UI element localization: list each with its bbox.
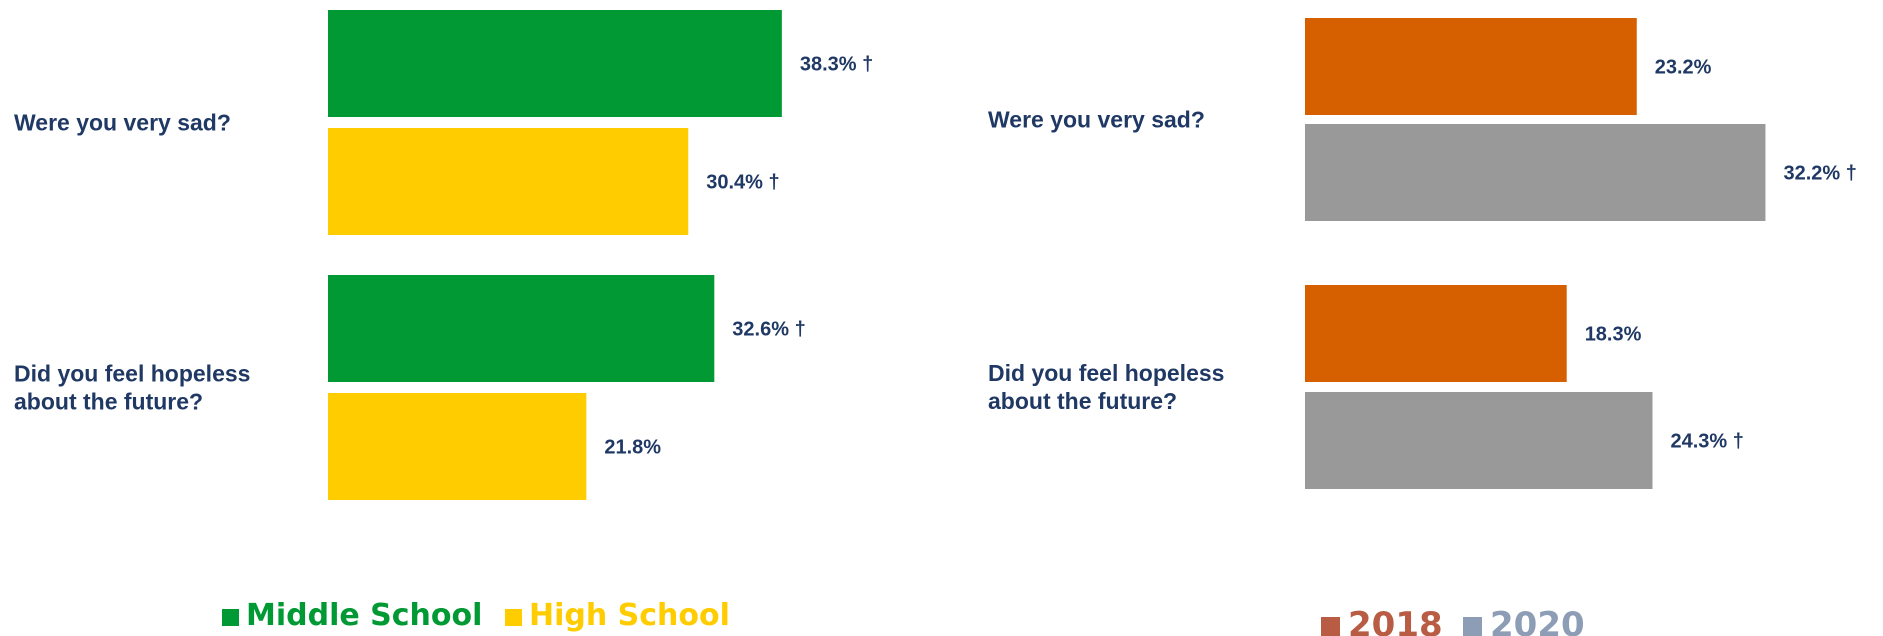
bar-high-school-1	[328, 128, 689, 235]
bar-middle-school-1	[328, 10, 782, 117]
category-label: Did you feel hopeless about the future?	[988, 360, 1224, 414]
legend-swatch	[1321, 617, 1340, 636]
data-label: 23.2%	[1655, 57, 1712, 79]
legend-label: 2018	[1348, 605, 1443, 636]
data-label: 32.2% †	[1783, 163, 1856, 185]
bar-high-school-2	[328, 393, 587, 500]
legend-label: 2020	[1490, 605, 1585, 636]
bar-2018-1	[1305, 18, 1637, 115]
data-label: 18.3%	[1585, 324, 1642, 346]
legend-swatch	[505, 609, 522, 626]
bar-2018-2	[1305, 285, 1567, 382]
category-label: Did you feel hopeless about the future?	[14, 361, 250, 415]
legend-label: High School	[529, 598, 730, 633]
legend-swatch	[222, 609, 239, 626]
data-label: 38.3% †	[800, 54, 873, 76]
data-label: 24.3% †	[1670, 431, 1743, 453]
legend-label: Middle School	[246, 598, 482, 633]
data-label: 32.6% †	[732, 319, 805, 341]
bar-2020-1	[1305, 124, 1766, 221]
bar-middle-school-2	[328, 275, 715, 382]
chart-panel-2: 23.2% 18.3% 32.2% † 24.3% † Were you very sa…	[988, 18, 1857, 636]
data-label: 21.8%	[604, 437, 661, 459]
data-label: 30.4% †	[706, 172, 779, 194]
chart-panel-1: 38.3% † 32.6% † 30.4% † 21.8% Were you very …	[14, 10, 873, 633]
legend-swatch	[1463, 617, 1482, 636]
category-label: Were you very sad?	[988, 107, 1205, 133]
category-label: Were you very sad?	[14, 110, 231, 136]
bar-2020-2	[1305, 392, 1653, 489]
